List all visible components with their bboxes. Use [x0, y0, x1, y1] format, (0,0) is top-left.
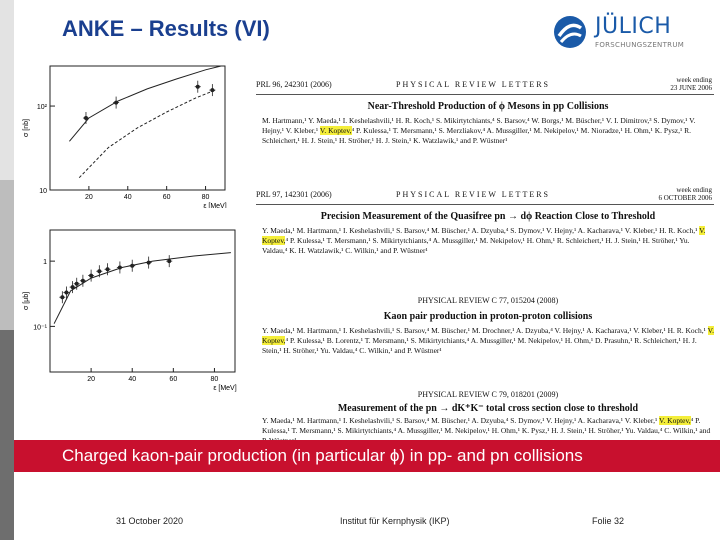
paper-title: Measurement of the pn → dK⁺K⁻ total cros…: [337, 403, 639, 414]
plot-frame: [49, 65, 226, 191]
highlighted-author: V. Koptev,: [658, 416, 691, 425]
journal-reference: PHYSICAL REVIEW C 79, 018201 (2009): [417, 390, 559, 399]
x-tick-label: 40: [124, 194, 132, 201]
paper-prl97: PRL 97, 142301 (2006) PHYSICAL REVIEW LE…: [256, 186, 720, 256]
x-tick-label: 20: [87, 376, 95, 383]
author-list: Y. Maeda,¹ M. Hartmann,¹ I. Keshelashvil…: [256, 326, 720, 356]
x-axis-label: ε [MeV]: [203, 203, 226, 208]
x-tick-label: 80: [211, 376, 219, 383]
data-point: [167, 259, 172, 264]
juelich-logo-icon: [554, 16, 586, 48]
authors-before: Y. Maeda,¹ M. Hartmann,¹ I. Keshelashvil…: [262, 416, 658, 425]
solid-curve: [53, 252, 231, 324]
x-tick-label: 40: [128, 376, 136, 383]
x-axis-label: ε [MeV]: [213, 385, 236, 392]
data-point: [70, 285, 75, 290]
issue-date: week ending 23 JUNE 2006: [670, 76, 712, 92]
y-tick-label: 10²: [37, 104, 48, 111]
data-point: [97, 269, 102, 274]
data-point: [80, 278, 85, 283]
authors-before: M. Hartmann,¹ Y. Maeda,¹ I. Keshelashvil…: [262, 116, 696, 135]
data-point: [130, 263, 135, 268]
logo-wordmark: JÜLICH: [595, 14, 672, 39]
data-point: [83, 116, 88, 121]
authors-before: Y. Maeda,¹ M. Hartmann,¹ I. Keshelashvil…: [262, 226, 698, 235]
footer-date: 31 October 2020: [116, 516, 184, 526]
journal-name: PHYSICAL REVIEW LETTERS: [396, 190, 550, 199]
left-accent-bar-dark: [0, 180, 14, 330]
data-point: [105, 267, 110, 272]
paper-prl96: PRL 96, 242301 (2006) PHYSICAL REVIEW LE…: [256, 76, 720, 146]
data-point: [74, 281, 79, 286]
summary-banner: Charged kaon-pair production (in particu…: [14, 440, 720, 472]
journal-name: PHYSICAL REVIEW LETTERS: [396, 80, 550, 89]
data-point: [60, 295, 65, 300]
x-tick-label: 60: [169, 376, 177, 383]
issue-date: week ending 6 OCTOBER 2006: [658, 186, 712, 202]
paper-title: Precision Measurement of the Quasifree p…: [320, 211, 656, 222]
y-tick-label: 10⁻¹: [33, 324, 47, 331]
footer-page-number: Folie 32: [592, 516, 625, 526]
authors-after: ⁴ P. Kulessa,¹ T. Mersmann,¹ S. Mikirtyt…: [262, 236, 690, 255]
y-tick-label: 1: [43, 259, 47, 266]
footer-institute: Institut für Kernphysik (IKP): [340, 516, 450, 526]
logo-subtitle: FORSCHUNGSZENTRUM: [595, 41, 685, 49]
x-tick-label: 60: [163, 194, 171, 201]
left-accent-bar: [0, 0, 14, 180]
y-tick-label: 10: [39, 188, 47, 195]
left-accent-bar-darker: [0, 330, 14, 540]
authors-after: ⁴ P. Kulessa,¹ B. Lorentz,¹ T. Mersmann,…: [262, 336, 697, 355]
author-list: M. Hartmann,¹ Y. Maeda,¹ I. Keshelashvil…: [256, 116, 720, 146]
solid-curve: [69, 65, 222, 142]
phi-cross-section-plot-top: σ [nb] ε [MeV] 20 40 60 80 10² 10: [23, 65, 227, 208]
data-point: [146, 260, 151, 265]
slide-title: ANKE – Results (VI): [62, 16, 270, 41]
paper-title: Kaon pair production in proton-proton co…: [383, 311, 593, 322]
paper-title: Near-Threshold Production of ϕ Mesons in…: [367, 101, 609, 112]
y-axis-label: σ [μb]: [23, 292, 30, 310]
paper-prc79: PHYSICAL REVIEW C 79, 018201 (2009) Meas…: [256, 390, 720, 446]
phi-cross-section-plot-bottom: σ [μb] ε [MeV] 20 40 60 80 1 10⁻¹: [23, 229, 237, 392]
data-point: [117, 265, 122, 270]
authors-before: Y. Maeda,¹ M. Hartmann,¹ I. Keshelashvil…: [262, 326, 706, 335]
paper-prc77: PHYSICAL REVIEW C 77, 015204 (2008) Kaon…: [256, 296, 720, 356]
data-point: [114, 100, 119, 105]
highlighted-author: V. Koptev,: [319, 126, 352, 135]
journal-reference: PRL 96, 242301 (2006): [256, 80, 332, 89]
plot-frame: [49, 229, 236, 373]
dashed-curve: [78, 89, 216, 179]
data-point: [64, 290, 69, 295]
data-point: [210, 88, 215, 93]
x-tick-label: 20: [85, 194, 93, 201]
data-point: [195, 84, 200, 89]
journal-reference: PHYSICAL REVIEW C 77, 015204 (2008): [417, 296, 559, 305]
authors-after: ⁴ P. Kulessa,¹ T. Mersmann,¹ S. Merzliak…: [262, 126, 691, 145]
author-list: Y. Maeda,¹ M. Hartmann,¹ I. Keshelashvil…: [256, 226, 720, 256]
x-tick-label: 80: [202, 194, 210, 201]
y-axis-label: σ [nb]: [23, 119, 30, 137]
juelich-logo: JÜLICH FORSCHUNGSZENTRUM: [551, 14, 711, 50]
journal-reference: PRL 97, 142301 (2006): [256, 190, 332, 199]
data-point: [89, 273, 94, 278]
